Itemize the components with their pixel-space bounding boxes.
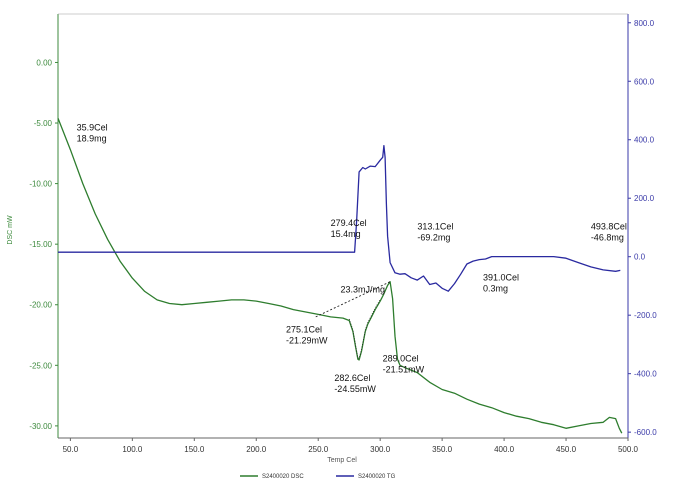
legend: S2400020 DSC S2400020 TG (240, 474, 396, 480)
annotation-label: 35.9Cel 18.9mg (77, 122, 108, 143)
y2-tick-label: 800.0 (634, 19, 655, 28)
y-tick-label: -15.00 (29, 240, 52, 249)
y2-tick-label: -200.0 (634, 311, 657, 320)
y2-tick-label: -600.0 (634, 428, 657, 437)
y2-tick-label: 0.0 (634, 253, 646, 262)
dsc-series-line (57, 117, 623, 434)
x-tick-label: 200.0 (246, 445, 267, 454)
tg-series-line (58, 144, 621, 292)
y2-tick-label: 600.0 (634, 77, 655, 86)
y-tick-label: 0.00 (36, 58, 52, 67)
y-tick-label: -5.00 (34, 119, 53, 128)
y-tick-label: -25.00 (29, 361, 52, 370)
plot-frame (57, 13, 629, 439)
annotation-line: 391.0Cel (483, 273, 519, 283)
annotation-line: -24.55mW (334, 384, 376, 394)
legend-label-dsc: S2400020 DSC (262, 474, 304, 480)
annotation-label: 391.0Cel 0.3mg (483, 273, 519, 294)
y-tick-label: -10.00 (29, 180, 52, 189)
y-tick-label: -30.00 (29, 422, 52, 431)
annotation-label: 282.6Cel -24.55mW (334, 373, 376, 394)
x-tick-label: 150.0 (184, 445, 205, 454)
y2-tick-label: 400.0 (634, 136, 655, 145)
annotation-line: -21.51mW (383, 365, 425, 375)
annotation-line: 18.9mg (77, 133, 107, 143)
x-tick-label: 350.0 (432, 445, 453, 454)
annotation-line: 0.3mg (483, 284, 508, 294)
x-tick-label: 50.0 (63, 445, 79, 454)
peak-outline (348, 299, 381, 359)
annotation-line: 313.1Cel (417, 222, 453, 232)
annotations: 35.9Cel 18.9mg 279.4Cel 15.4mg 313.1Cel -69.2… (77, 122, 627, 394)
annotation-line: -46.8mg (591, 233, 624, 243)
annotation-label: 23.3mJ/mg (341, 285, 386, 295)
x-tick-label: 250.0 (308, 445, 329, 454)
series-lines (57, 117, 623, 434)
annotation-line: 23.3mJ/mg (341, 285, 386, 295)
x-tick-label: 500.0 (618, 445, 639, 454)
x-tick-label: 300.0 (370, 445, 391, 454)
y2-tick-label: -400.0 (634, 370, 657, 379)
annotation-line: 275.1Cel (286, 325, 322, 335)
annotation-line: -21.29mW (286, 336, 328, 346)
annotation-line: 282.6Cel (334, 373, 370, 383)
y2-tick-label: 200.0 (634, 194, 655, 203)
annotation-line: 279.4Cel (331, 218, 367, 228)
annotation-line: -69.2mg (417, 233, 450, 243)
annotation-label: 493.8Cel -46.8mg (591, 222, 627, 243)
peak-baseline (315, 281, 391, 318)
annotation-line: 493.8Cel (591, 222, 627, 232)
annotation-line: 15.4mg (331, 229, 361, 239)
annotation-label: 313.1Cel -69.2mg (417, 222, 453, 243)
annotation-label: 279.4Cel 15.4mg (331, 218, 367, 239)
annotation-label: 275.1Cel -21.29mW (286, 325, 328, 346)
annotation-line: 289.0Cel (383, 354, 419, 364)
x-tick-label: 450.0 (556, 445, 577, 454)
x-axis-label: Temp Cel (327, 457, 357, 464)
x-tick-label: 400.0 (494, 445, 515, 454)
annotation-label: 289.0Cel -21.51mW (383, 354, 425, 375)
annotation-line: 35.9Cel (77, 122, 108, 132)
y-axis-label: DSC mW (7, 215, 14, 245)
axis-ticks: 50.0 100.0 150.0 200.0 250.0 300.0 350.0 400.0 4… (29, 19, 657, 454)
x-tick-label: 100.0 (122, 445, 143, 454)
y-tick-label: -20.00 (29, 301, 52, 310)
legend-label-tg: S2400020 TG (358, 474, 396, 480)
